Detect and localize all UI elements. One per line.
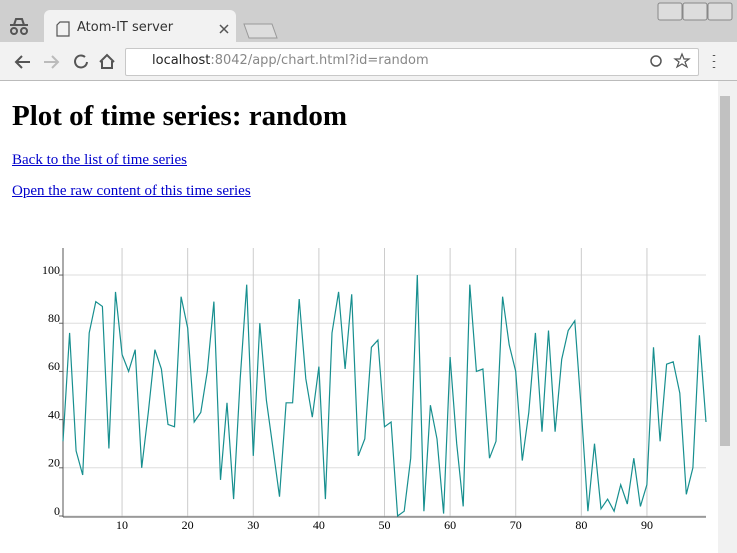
close-tab[interactable] bbox=[219, 24, 229, 34]
heading: Plot of time series: random bbox=[12, 100, 348, 132]
address-bar[interactable] bbox=[125, 48, 699, 76]
x-tick-label: 30 bbox=[247, 518, 259, 532]
y-tick-label: 60 bbox=[48, 359, 60, 373]
page-icon bbox=[56, 21, 70, 37]
new-tab[interactable] bbox=[243, 23, 278, 39]
url-path[interactable]: :8042/app/chart.html?id=random bbox=[210, 53, 429, 68]
back[interactable] bbox=[14, 55, 30, 69]
x-tick-label: 40 bbox=[313, 518, 325, 532]
x-tick-label: 60 bbox=[444, 518, 456, 532]
y-tick-label: 0 bbox=[54, 504, 60, 518]
x-tick-label: 70 bbox=[510, 518, 522, 532]
tab[interactable] bbox=[44, 10, 236, 42]
url-host[interactable]: localhost bbox=[152, 53, 211, 68]
y-tick-label: 40 bbox=[48, 407, 60, 421]
series-line bbox=[62, 274, 707, 518]
maximize[interactable] bbox=[682, 2, 708, 21]
y-tick-label: 100 bbox=[42, 263, 60, 277]
incognito-icon bbox=[10, 27, 18, 35]
x-tick-label: 50 bbox=[379, 518, 391, 532]
x-tick-label: 10 bbox=[116, 518, 128, 532]
minimize[interactable] bbox=[657, 2, 683, 21]
link[interactable]: Open the raw content of this time series bbox=[12, 183, 251, 199]
x-tick-label: 80 bbox=[575, 518, 587, 532]
home[interactable] bbox=[99, 53, 115, 69]
reload[interactable] bbox=[74, 54, 88, 69]
x-tick-label: 90 bbox=[641, 518, 653, 532]
close-window[interactable] bbox=[707, 2, 733, 21]
incognito-icon bbox=[10, 18, 28, 26]
y-tick-label: 80 bbox=[48, 311, 60, 325]
zoom[interactable] bbox=[650, 55, 662, 67]
incognito-icon bbox=[20, 27, 28, 35]
url[interactable]: localhost:8042/app/chart.html?id=random bbox=[152, 53, 429, 68]
link[interactable]: Back to the list of time series bbox=[12, 152, 187, 168]
tab-title[interactable]: Atom-IT server bbox=[77, 20, 174, 35]
scroll-thumb[interactable] bbox=[720, 96, 730, 446]
forward[interactable] bbox=[44, 55, 60, 69]
bookmark[interactable] bbox=[673, 52, 691, 69]
icons bbox=[10, 2, 733, 69]
x-tick-label: 20 bbox=[182, 518, 194, 532]
y-tick-label: 20 bbox=[48, 456, 60, 470]
